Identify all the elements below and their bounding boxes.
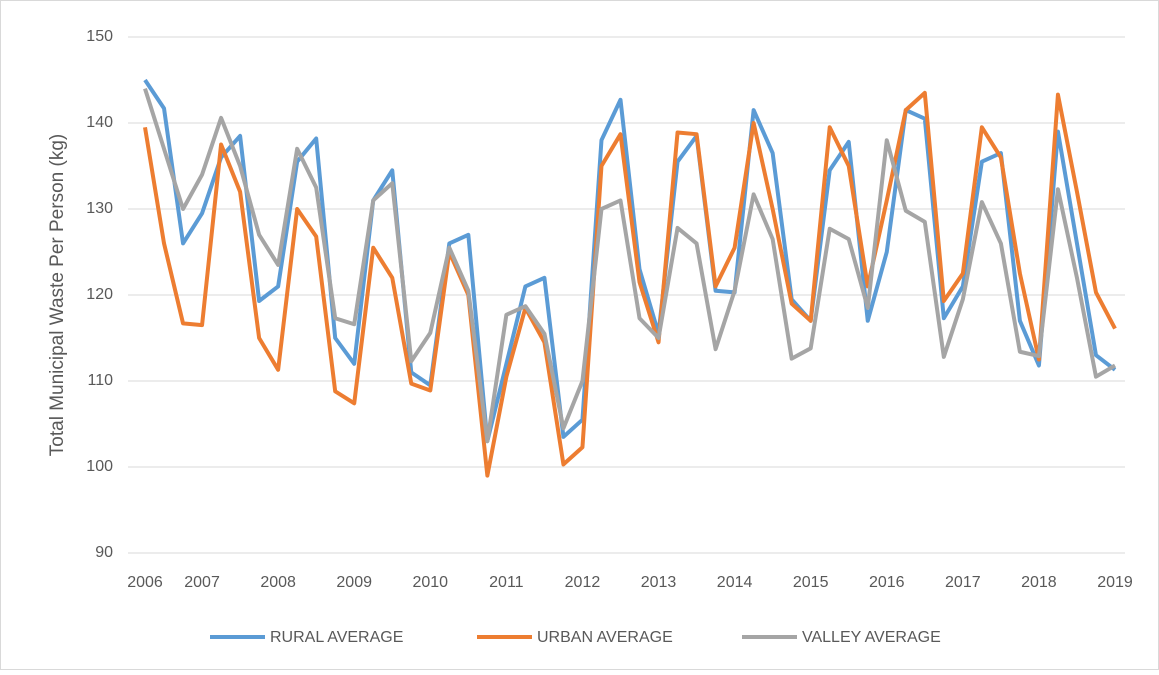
x-tick-label: 2008 [260,574,296,591]
x-tick-label: 2016 [869,574,905,591]
x-tick-label: 2017 [945,574,981,591]
x-tick-label: 2011 [489,574,524,591]
y-tick-label: 140 [86,114,113,131]
legend-label: RURAL AVERAGE [270,629,403,646]
x-tick-label: 2006 [127,574,163,591]
line-series [143,78,1117,444]
x-tick-label: 2009 [336,574,372,591]
x-tick-label: 2019 [1097,574,1133,591]
x-tick-label: 2014 [717,574,753,591]
x-tick-label: 2012 [565,574,601,591]
y-tick-label: 120 [86,286,113,303]
x-tick-label: 2013 [641,574,677,591]
x-tick-label: 2007 [184,574,220,591]
x-tick-label: 2015 [793,574,829,591]
y-tick-label: 130 [86,200,113,217]
y-tick-label: 100 [86,458,113,475]
line-series [143,90,1117,478]
legend-label: VALLEY AVERAGE [802,629,941,646]
x-tick-label: 2010 [412,574,448,591]
y-tick-label: 90 [95,544,113,561]
legend-label: URBAN AVERAGE [537,629,673,646]
y-tick-label: 150 [86,28,113,45]
y-tick-label: 110 [87,372,113,389]
x-tick-label: 2018 [1021,574,1057,591]
y-axis-title: Total Municipal Waste Per Person (kg) [47,134,68,456]
line-series [143,87,1117,444]
